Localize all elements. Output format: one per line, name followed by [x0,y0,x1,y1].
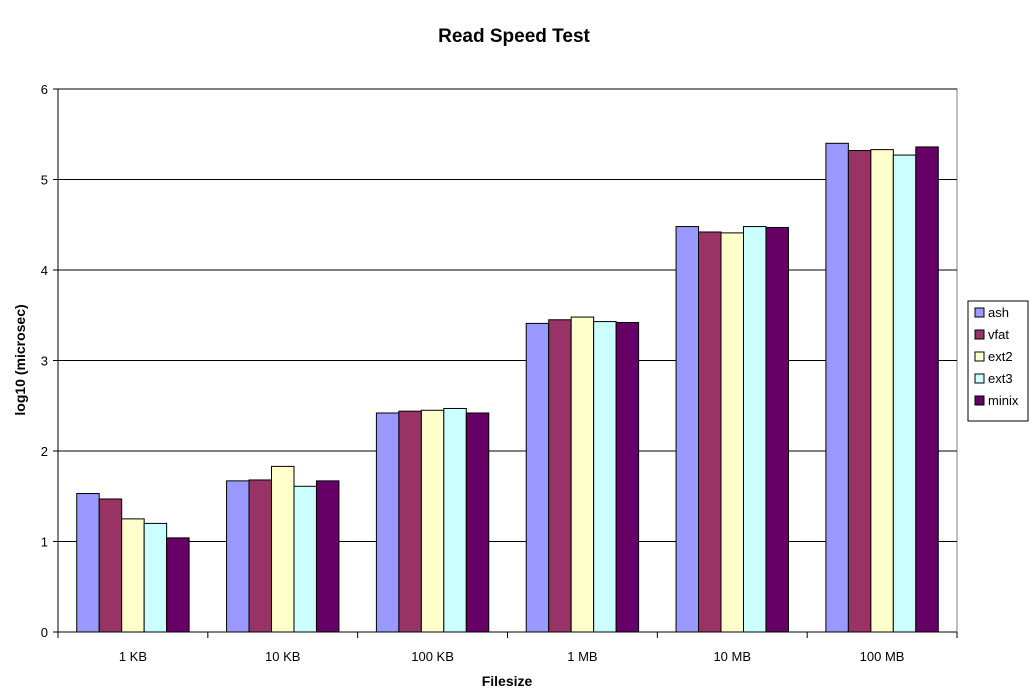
x-tick-label: 1 MB [567,649,597,664]
legend-swatch-ash [974,307,985,318]
y-tick-label: 5 [41,173,48,188]
gridlines [58,88,957,542]
bar-ext2-5 [870,149,894,633]
bar-vfat-4 [698,231,722,633]
bar-ash-5 [825,142,849,633]
y-tick-label: 3 [41,354,48,369]
bar-ash-0 [76,493,100,633]
bar-minix-0 [166,537,190,633]
y-tick-labels: 0 1 2 3 4 5 6 [41,82,48,640]
bar-ext3-4 [742,226,767,633]
x-tick-label: 1 KB [119,649,147,664]
bars [76,142,939,633]
bar-vfat-5 [847,150,872,633]
legend-swatch-ext3 [974,373,985,384]
bar-ash-4 [675,226,700,633]
x-tick-label: 100 MB [860,649,905,664]
bar-ash-2 [375,412,400,633]
bar-vfat-1 [248,479,273,633]
legend: ash vfat ext2 ext3 minix [967,300,1029,422]
bar-minix-3 [615,321,640,633]
bar-minix-2 [465,412,490,633]
legend-swatch-minix [974,395,985,406]
x-tick-label: 10 KB [265,649,300,664]
axes [53,88,958,638]
bar-ext3-0 [143,522,168,633]
legend-label-vfat: vfat [988,327,1009,342]
bar-ext2-0 [121,518,145,633]
legend-swatch-ext2 [974,351,985,362]
bar-minix-1 [315,480,340,633]
legend-label-ext2: ext2 [988,349,1013,364]
y-tick-label: 0 [41,625,48,640]
bar-vfat-2 [398,410,422,633]
legend-label-ext3: ext3 [988,371,1013,386]
bar-ext3-3 [593,321,617,633]
x-axis-title: Filesize [482,673,533,689]
legend-label-minix: minix [988,393,1019,408]
bar-ext2-4 [720,232,744,633]
x-tick-label: 100 KB [411,649,454,664]
bar-ext2-1 [271,465,295,633]
y-axis-title: log10 (microsec) [12,304,28,415]
bar-ash-3 [525,322,550,633]
y-tick-label: 6 [41,82,48,97]
legend-swatch-vfat [974,329,985,340]
bar-vfat-3 [548,319,572,633]
bar-minix-4 [765,226,789,633]
bar-vfat-0 [98,498,123,633]
y-tick-label: 2 [41,444,48,459]
x-tick-labels: 1 KB 10 KB 100 KB 1 MB 10 MB 100 MB [119,649,905,664]
bar-ash-1 [226,480,250,633]
bar-ext2-3 [570,316,595,633]
bar-ext3-5 [892,154,917,633]
x-tick-label: 10 MB [713,649,751,664]
chart-title: Read Speed Test [438,26,590,47]
bar-ext3-1 [293,485,317,633]
bar-minix-5 [915,146,939,633]
y-tick-label: 1 [41,535,48,550]
legend-label-ash: ash [988,305,1009,320]
bar-ext3-2 [443,407,467,633]
bar-ext2-2 [420,409,445,633]
y-tick-label: 4 [41,263,48,278]
